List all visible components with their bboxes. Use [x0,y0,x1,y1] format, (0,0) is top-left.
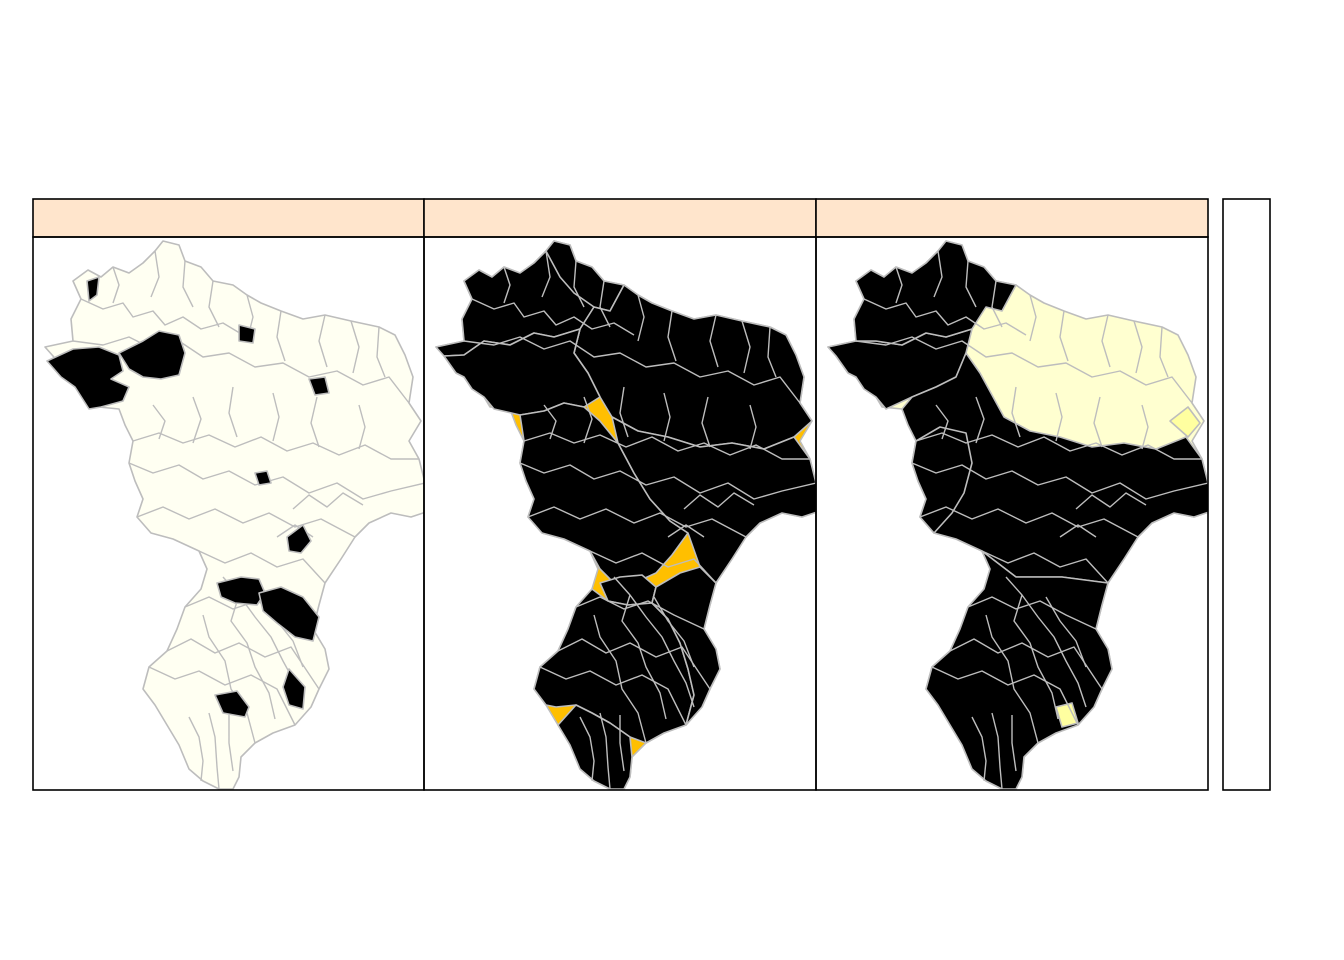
map-var [827,240,1208,790]
map-obs [44,240,424,790]
obs-patch-west-large [46,346,130,410]
var-patch-south [1055,702,1079,728]
var-zone-south [925,550,1113,790]
var-zone-west-yellow [911,426,973,534]
strip-obs [32,198,425,238]
obs-patch-south-east [282,668,306,710]
frame-var [815,236,1209,791]
pred-zone-tail [557,704,633,790]
obs-patch-nw-small [86,276,100,302]
strip-pred [423,198,817,238]
obs-patch-mid-small [254,470,272,486]
colorkey [1222,198,1271,791]
panel-obs [32,198,425,791]
colorkey-frame [1222,198,1271,791]
strip-var [815,198,1209,238]
map-pred [435,240,816,790]
panel-var [815,198,1209,791]
obs-patch-north-yellow-2 [308,376,330,396]
pred-zone-west [443,328,601,416]
obs-patch-north-west [118,330,186,380]
obs-patch-east-mid [286,524,312,554]
pred-zone-middle-east [611,416,816,584]
pred-zone-north-upper [545,240,625,312]
var-patch-east [1169,406,1201,438]
obs-patch-center-orange [258,586,320,642]
obs-patch-north-yellow-1 [238,324,256,344]
obs-patch-south-red [214,690,250,718]
panel-pred [423,198,817,791]
